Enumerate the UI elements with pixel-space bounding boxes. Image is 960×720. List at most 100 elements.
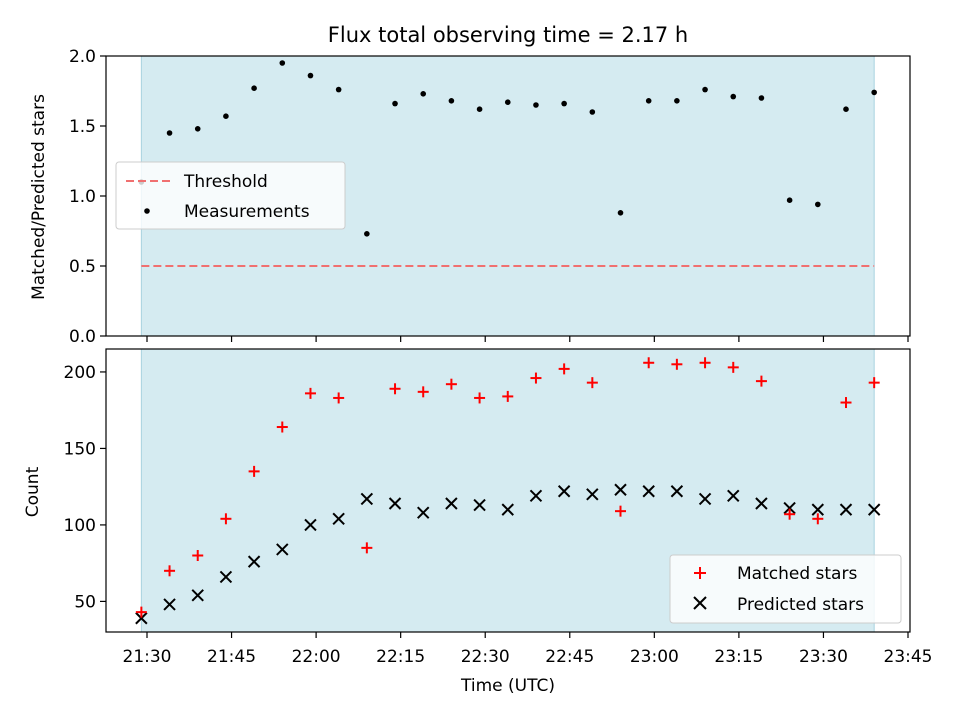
x-tick-label: 21:30 [123,647,172,667]
predicted-star-marker [388,497,402,510]
predicted-star-marker [501,503,514,516]
matched-star-marker [417,386,429,398]
ratio-x-ticks [146,336,909,342]
predicted-star-marker [473,498,486,512]
predicted-star-marker [163,598,176,611]
measurement-point [758,95,765,101]
x-tick-label: 22:15 [376,647,425,667]
matched-star-marker [164,565,176,577]
ratio-y-axis: 0.0 0.5 1.0 1.5 2.0 [69,47,106,347]
matched-star-marker [784,508,796,520]
y-tick-label: 100 [64,516,96,536]
predicted-star-marker [304,518,317,532]
ratio-panel: 0.00.51.01.52.0 Matched/Predicted stars … [29,47,911,347]
measurement-point [364,231,370,237]
measurement-point [420,91,427,97]
measurement-point [279,60,286,66]
ratio-legend: Threshold Measurements [115,161,346,230]
matched-star-marker [304,387,316,399]
measurement-point [786,197,793,203]
measurement-point [194,126,201,132]
measurements-legend-label: Measurements [184,202,310,222]
time-x-axis: 21:30 21:45 22:00 22:15 22:30 22:45 23:00 23:15… [123,632,933,667]
count-legend-box [669,554,902,624]
threshold-legend-label: Threshold [183,172,268,192]
matched-star-marker [615,505,627,517]
count-legend: Matched stars Predicted stars [669,554,902,624]
y-tick-label: 2.0 [69,47,96,67]
predicted-star-marker [867,503,881,516]
measurement-point [561,100,567,107]
matched-star-marker [135,606,147,618]
predicted-star-marker [586,488,599,501]
predicted-star-marker [811,503,825,516]
time-x-axis-label: Time (UTC) [460,676,555,696]
x-tick-label: 23:45 [884,647,933,667]
y-tick-label: 50 [74,592,96,612]
predicted-star-marker [219,570,233,584]
predicted-star-marker [332,512,345,526]
measurement-point [166,130,173,136]
measurement-point [223,113,229,119]
predicted-star-marker [614,483,627,496]
y-tick-label: 0.0 [69,327,96,347]
matched-star-marker [502,390,514,402]
x-tick-label: 22:45 [545,647,594,667]
y-tick-label: 1.5 [69,117,96,137]
measurement-point [674,98,680,104]
ratio-y-axis-label: Matched/Predicted stars [29,94,49,300]
predicted-legend-label: Predicted stars [737,595,864,615]
measurement-point [871,89,877,96]
matched-legend-label: Matched stars [737,564,857,584]
count-panel: 50 100 150 200 21:30 21:45 22:00 22:15 22:30 22:… [23,348,933,696]
matched-star-marker [389,383,401,395]
predicted-star-marker [191,589,204,602]
measurement-point [251,85,257,91]
predicted-star-marker [727,489,740,503]
matched-star-marker [333,392,345,404]
matched-star-marker [868,377,880,389]
matched-star-marker [558,363,570,375]
measurement-point [815,201,821,208]
measurement-point [335,86,342,93]
count-panel-frame [105,348,911,633]
matched-star-marker [755,375,767,387]
y-tick-label: 150 [64,439,96,459]
matched-star-marker [474,392,486,404]
y-tick-label: 200 [64,363,96,383]
matched-star-marker [276,421,288,433]
y-tick-label: 0.5 [69,257,96,277]
measurement-point [504,99,511,105]
matched-star-marker [248,465,260,477]
measurement-point [448,98,455,104]
predicted-star-marker [557,485,571,498]
predicted-star-marker [417,506,430,519]
count-points [135,357,881,625]
predicted-star-marker [642,485,655,498]
predicted-star-marker [360,492,374,506]
matched-star-marker [840,397,852,409]
x-tick-label: 22:30 [461,647,510,667]
chart-title: Flux total observing time = 2.17 h [328,23,688,47]
matched-star-marker [586,377,598,389]
measurement-point [307,72,314,79]
measurement-point [617,210,624,216]
measurement-point [645,98,652,104]
x-tick-label: 22:00 [292,647,341,667]
matched-star-marker [643,357,655,369]
predicted-star-marker [529,489,543,503]
matched-star-marker [445,378,457,390]
matched-star-marker [192,550,204,562]
count-y-axis-label: Count [23,466,43,517]
predicted-star-marker [839,503,853,516]
predicted-star-marker [698,492,712,506]
measurement-point [533,102,539,108]
x-tick-label: 23:15 [714,647,763,667]
y-tick-label: 1.0 [69,187,96,207]
x-tick-label: 21:45 [207,647,256,667]
matched-star-marker [361,542,373,554]
predicted-star-marker [445,497,458,510]
predicted-star-marker [135,612,148,625]
predicted-star-marker [247,555,261,568]
